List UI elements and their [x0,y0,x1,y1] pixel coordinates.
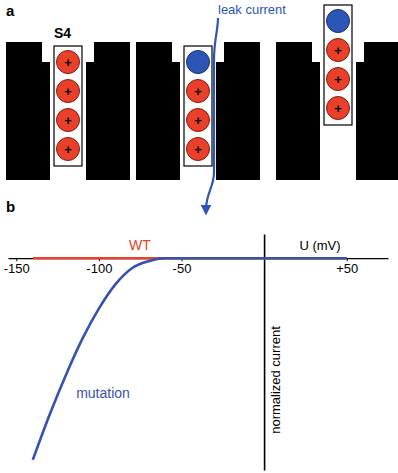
charge-sign: + [64,84,72,99]
y-axis [264,235,265,471]
membrane [136,62,180,180]
x-tick: -100 [86,258,112,276]
positive-charge [187,109,210,132]
neutral-residue [187,51,210,74]
x-tick: +50 [336,258,358,276]
positive-charge [57,51,80,74]
arrow-label: leak current [218,2,286,17]
panel-b: b -150 -100 -50 +50 WT mutation U (mV) normalize… [4,198,389,471]
charge-sign: + [194,113,202,128]
positive-charge [57,109,80,132]
s4-segment [54,46,82,166]
membrane [276,62,320,180]
s4-segment [184,46,212,166]
charge-sign: + [194,142,202,157]
segment-label: S4 [54,25,71,41]
positive-charge [327,68,350,91]
x-tick-label: -50 [173,261,192,276]
leak-arrow [206,18,218,210]
x-tick: -150 [4,258,30,276]
neutral-residue [327,10,350,33]
charge-sign: + [334,72,342,87]
positive-charge [327,39,350,62]
series-label: mutation [76,385,130,401]
x-axis: -150 -100 -50 +50 [4,258,389,276]
series-line [33,258,347,460]
x-tick-label: -100 [86,261,112,276]
membrane [94,42,130,64]
positive-charge [187,80,210,103]
membrane [136,42,172,64]
channel-state: + + + + S4 [6,25,130,180]
panel-label: a [6,2,15,19]
positive-charge [327,97,350,120]
x-tick-label: +50 [336,261,358,276]
membrane [86,62,130,180]
panel-a: a + + + + S4 + + + leak current + + + [6,2,398,210]
charge-sign: + [64,142,72,157]
panel-label: b [6,198,15,215]
membrane [356,62,398,180]
x-axis-title: U (mV) [299,238,340,253]
membrane [6,62,50,180]
positive-charge [57,138,80,161]
series-label: WT [129,237,151,253]
charge-sign: + [64,55,72,70]
channel-state: + + + [276,5,398,180]
membrane [364,42,398,64]
y-axis-title: normalized current [268,326,283,434]
membrane [224,42,260,64]
membrane [276,42,312,64]
charge-sign: + [64,113,72,128]
charge-sign: + [334,101,342,116]
charge-sign: + [334,43,342,58]
figure: a + + + + S4 + + + leak current + + + b -150 -100 -50 +50… [0,0,398,473]
x-tick-label: -150 [4,261,30,276]
x-tick: -50 [173,258,192,276]
membrane [216,62,260,180]
s4-segment [324,5,352,125]
plot-area [33,258,347,460]
charge-sign: + [194,84,202,99]
positive-charge [57,80,80,103]
channel-state: + + + leak current [136,2,286,210]
y-axis-line [264,235,266,471]
positive-charge [187,138,210,161]
membrane [6,42,42,64]
